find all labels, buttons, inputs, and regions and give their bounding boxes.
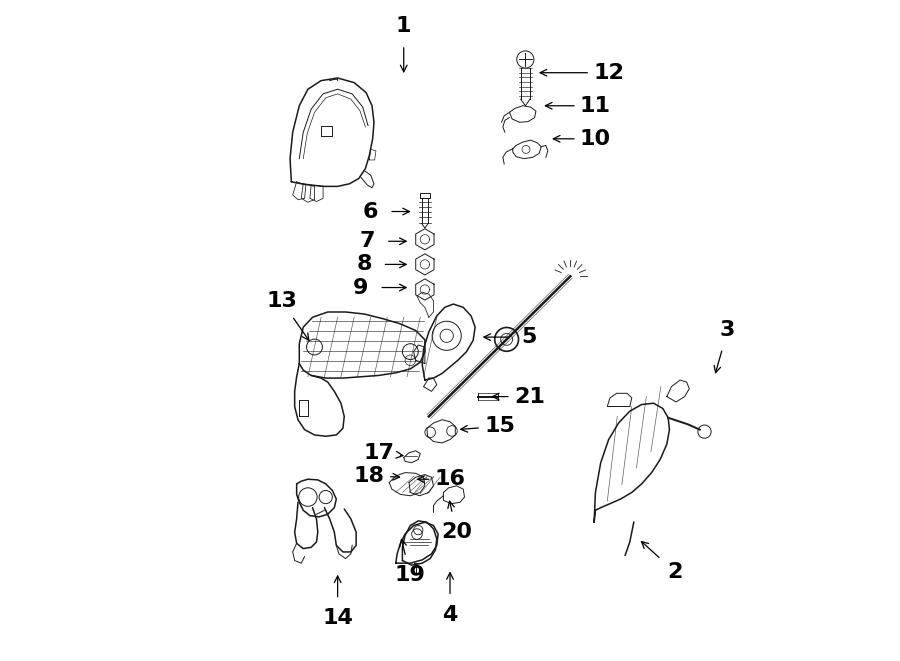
Text: 2: 2 <box>667 562 682 582</box>
Text: 15: 15 <box>484 416 515 436</box>
Text: 3: 3 <box>720 321 735 340</box>
Text: 14: 14 <box>322 608 353 628</box>
Text: 16: 16 <box>435 469 465 489</box>
Text: 20: 20 <box>441 522 472 542</box>
Text: 7: 7 <box>360 231 375 251</box>
Text: 4: 4 <box>442 605 458 625</box>
Text: 1: 1 <box>396 17 411 36</box>
Text: 18: 18 <box>354 466 385 486</box>
Text: 5: 5 <box>522 327 537 347</box>
Text: 9: 9 <box>353 278 368 297</box>
Text: 6: 6 <box>363 202 378 221</box>
Text: 12: 12 <box>593 63 624 83</box>
Text: 19: 19 <box>395 565 426 585</box>
Text: 13: 13 <box>266 291 297 311</box>
Text: 17: 17 <box>364 443 395 463</box>
Text: 21: 21 <box>514 387 544 407</box>
Text: 8: 8 <box>356 254 372 274</box>
Text: 10: 10 <box>580 129 611 149</box>
Text: 11: 11 <box>580 96 611 116</box>
